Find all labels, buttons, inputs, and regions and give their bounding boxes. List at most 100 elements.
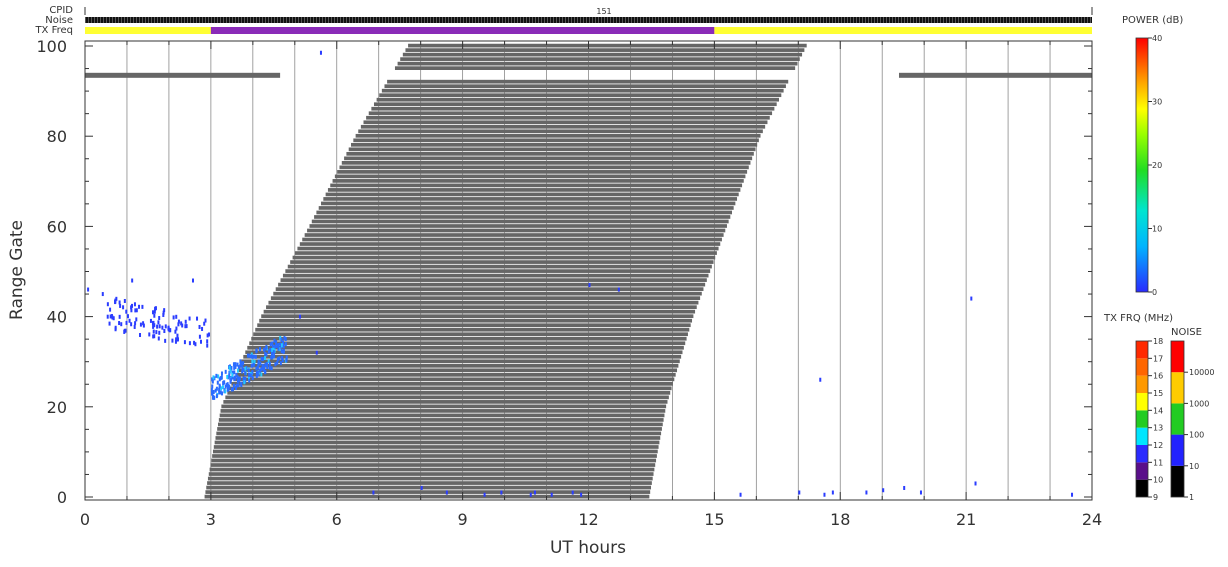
ground-scatter-row <box>397 61 798 66</box>
ground-scatter-row <box>290 260 714 264</box>
noise-strip-tick <box>763 17 764 23</box>
noise-strip-tick <box>805 17 806 23</box>
noise-strip-tick <box>1033 17 1034 23</box>
noise-strip-tick <box>511 17 512 23</box>
noise-strip-tick <box>643 17 644 23</box>
x-tick-label: 3 <box>206 510 216 529</box>
scatter-point <box>271 341 274 346</box>
noise-strip-tick <box>766 17 767 23</box>
ground-scatter-row <box>373 102 777 107</box>
noise-strip-tick <box>310 17 311 23</box>
ground-scatter-row <box>237 368 678 373</box>
ground-scatter-row <box>235 372 676 377</box>
scatter-point <box>174 329 177 334</box>
scatter-point <box>882 488 885 493</box>
noise-strip-tick <box>118 17 119 23</box>
noise-strip-tick <box>709 17 710 23</box>
noise-color-block <box>1171 403 1184 435</box>
noise-strip-tick <box>550 17 551 23</box>
scatter-point <box>157 336 160 341</box>
ground-scatter-row <box>337 170 748 174</box>
noise-strip-tick <box>97 17 98 23</box>
scatter-point <box>106 302 109 307</box>
scatter-point <box>167 325 170 330</box>
noise-strip-tick <box>610 17 611 23</box>
noise-strip-tick <box>145 17 146 23</box>
y-tick-label: 40 <box>47 308 67 327</box>
scatter-point <box>128 318 131 323</box>
noise-strip-tick <box>307 17 308 23</box>
scatter-point <box>153 323 156 328</box>
scatter-point <box>257 362 260 367</box>
scatter-point <box>242 376 245 381</box>
noise-color-block <box>1171 465 1184 497</box>
plot-area: 0 3 6 9 12 15 18 21 24 0 20 40 60 80 100 UT hours Ran… <box>7 37 1102 558</box>
y-axis-title: Range Gate <box>7 220 27 320</box>
noise-colorbar-title: NOISE <box>1171 327 1202 338</box>
noise-strip-tick <box>1081 17 1082 23</box>
noise-strip-tick <box>1066 17 1067 23</box>
noise-strip-tick <box>937 17 938 23</box>
noise-strip-tick <box>730 17 731 23</box>
ground-scatter-row <box>366 115 770 120</box>
scatter-point <box>275 340 278 345</box>
noise-strip-tick <box>574 17 575 23</box>
scatter-point <box>235 386 238 391</box>
scatter-point <box>171 338 174 343</box>
scatter-point <box>228 373 231 378</box>
noise-strip-tick <box>853 17 854 23</box>
noise-strip-tick <box>454 17 455 23</box>
noise-strip-tick <box>607 17 608 23</box>
noise-strip-tick <box>469 17 470 23</box>
x-tick-label: 9 <box>458 510 468 529</box>
scatter-point <box>125 309 128 314</box>
scatter-point <box>135 308 138 313</box>
noise-strip-tick <box>613 17 614 23</box>
cpid-label: CPID <box>49 5 73 16</box>
noise-strip-tick <box>169 17 170 23</box>
scatter-point <box>550 492 553 497</box>
noise-strip-tick <box>481 17 482 23</box>
noise-strip-tick <box>691 17 692 23</box>
scatter-point <box>236 368 239 373</box>
scatter-point <box>237 377 240 382</box>
scatter-point <box>196 316 199 321</box>
scatter-point <box>919 490 922 495</box>
ground-scatter-row <box>376 97 779 102</box>
scatter-point <box>580 492 583 497</box>
noise-strip-tick <box>373 17 374 23</box>
noise-strip-tick <box>865 17 866 23</box>
noise-strip-tick <box>781 17 782 23</box>
scatter-point <box>148 332 151 337</box>
noise-strip-tick <box>721 17 722 23</box>
scatter-point <box>213 395 216 400</box>
scatter-point <box>153 309 156 314</box>
noise-strip-tick <box>994 17 995 23</box>
scatter-point <box>163 329 166 334</box>
noise-strip-tick <box>247 17 248 23</box>
noise-strip-tick <box>265 17 266 23</box>
scatter-point <box>203 321 206 326</box>
scatter-point <box>161 325 164 330</box>
scatter-point <box>206 343 209 348</box>
scatter-point <box>141 304 144 309</box>
scatter-point <box>226 383 229 388</box>
txfreq-strip-segment <box>210 27 715 34</box>
ground-scatter-row <box>227 391 671 395</box>
scatter-point <box>251 354 254 359</box>
noise-strip-tick <box>1018 17 1019 23</box>
noise-strip-tick <box>136 17 137 23</box>
txfreq-color-block <box>1136 479 1148 497</box>
ground-scatter-row <box>207 481 652 485</box>
ground-scatter-region <box>204 43 807 499</box>
scatter-point <box>219 390 222 395</box>
scatter-point <box>239 362 242 367</box>
noise-strip-tick <box>1015 17 1016 23</box>
noise-strip-tick <box>88 17 89 23</box>
noise-strip-tick <box>487 17 488 23</box>
scatter-point <box>234 375 237 380</box>
horizontal-bar <box>85 72 281 78</box>
noise-strip-tick <box>601 17 602 23</box>
scatter-point <box>277 342 280 347</box>
noise-strip-tick <box>238 17 239 23</box>
